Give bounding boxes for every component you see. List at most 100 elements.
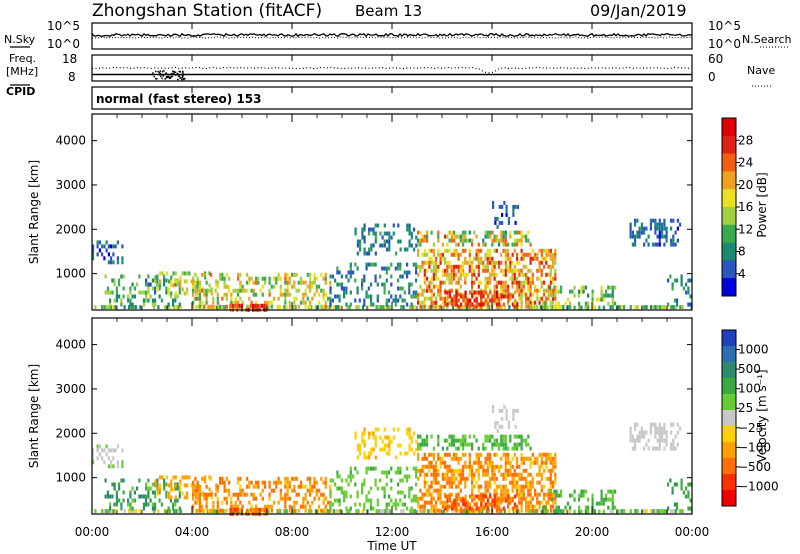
heatmap-cell <box>658 442 661 447</box>
heatmap-cell <box>417 452 420 457</box>
heatmap-cell <box>661 234 664 239</box>
heatmap-cell <box>531 300 534 305</box>
heatmap-cell <box>131 486 134 491</box>
heatmap-cell <box>522 234 525 239</box>
heatmap-cell <box>545 492 548 497</box>
heatmap-cell <box>512 208 515 213</box>
heatmap-cell <box>491 238 494 243</box>
heatmap-cell <box>672 238 675 243</box>
heatmap-cell <box>536 460 539 465</box>
heatmap-cell <box>165 286 168 291</box>
heatmap-cell <box>681 509 684 514</box>
heatmap-cell <box>552 252 555 257</box>
heatmap-cell <box>419 434 422 439</box>
heatmap-cell <box>315 492 318 497</box>
heatmap-cell <box>489 272 492 277</box>
heatmap-cell <box>304 292 307 297</box>
heatmap-cell <box>631 230 634 235</box>
heatmap-cell <box>363 451 366 456</box>
heatmap-cell <box>513 434 516 439</box>
heatmap-cell <box>543 288 546 293</box>
heatmap-cell <box>647 438 650 443</box>
heatmap-cell <box>687 302 690 307</box>
heatmap-cell <box>123 509 126 514</box>
heatmap-cell <box>273 500 276 505</box>
heatmap-cell <box>234 303 237 308</box>
heatmap-cell <box>228 488 231 493</box>
heatmap-cell <box>549 276 552 281</box>
heatmap-cell <box>435 272 438 277</box>
heatmap-cell <box>509 434 512 439</box>
heatmap-cell <box>611 509 614 514</box>
heatmap-cell <box>246 272 249 277</box>
heatmap-cell <box>388 451 391 456</box>
heatmap-cell <box>363 251 366 256</box>
heatmap-cell <box>517 305 520 310</box>
heatmap-cell <box>392 223 395 228</box>
heatmap-cell <box>482 260 485 265</box>
heatmap-cell <box>286 492 289 497</box>
heatmap-cell <box>502 272 505 277</box>
heatmap-cell <box>504 242 507 247</box>
heatmap-cell <box>277 480 280 485</box>
heatmap-cell <box>460 498 463 503</box>
heatmap-cell <box>554 460 557 465</box>
heatmap-cell <box>435 256 438 261</box>
heatmap-cell <box>115 502 118 507</box>
heatmap-cell <box>145 298 148 303</box>
heatmap-cell <box>293 500 296 505</box>
heatmap-cell <box>546 509 549 514</box>
heatmap-cell <box>528 305 531 310</box>
heatmap-cell <box>176 486 179 491</box>
heatmap-cell <box>682 286 685 291</box>
heatmap-cell <box>230 500 233 505</box>
heatmap-cell <box>673 482 676 487</box>
heatmap-cell <box>513 472 516 477</box>
heatmap-cell <box>411 509 414 514</box>
heatmap-cell <box>500 294 503 299</box>
heatmap-cell <box>545 500 548 505</box>
heatmap-cell <box>192 484 195 489</box>
heatmap-cell <box>408 490 411 495</box>
heatmap-cell <box>410 243 413 248</box>
heatmap-cell <box>658 238 661 243</box>
heatmap-cell <box>130 509 133 514</box>
heatmap-cell <box>320 272 323 277</box>
heatmap-cell <box>457 276 460 281</box>
heatmap-cell <box>658 438 661 443</box>
heatmap-cell <box>600 289 603 294</box>
heatmap-cell <box>480 494 483 499</box>
heatmap-cell <box>496 506 499 511</box>
heatmap-cell <box>554 276 557 281</box>
heatmap-cell <box>435 476 438 481</box>
heatmap-cell <box>261 507 264 512</box>
heatmap-cell <box>249 507 252 512</box>
heatmap-cell <box>516 280 519 285</box>
heatmap-cell <box>450 492 453 497</box>
heatmap-cell <box>192 492 195 497</box>
heatmap-cell <box>525 300 528 305</box>
heatmap-cell <box>201 508 204 513</box>
heatmap-cell <box>329 274 332 279</box>
heatmap-cell <box>379 447 382 452</box>
heatmap-cell <box>423 456 426 461</box>
heatmap-cell <box>114 509 117 514</box>
heatmap-cell <box>464 272 467 277</box>
freq-scatter-dot <box>168 77 171 79</box>
heatmap-cell <box>663 242 666 247</box>
heatmap-cell <box>504 452 507 457</box>
heatmap-cell <box>147 486 150 491</box>
heatmap-cell <box>492 408 495 413</box>
heatmap-cell <box>520 438 523 443</box>
heatmap-cell <box>435 296 438 301</box>
heatmap-cell <box>516 238 519 243</box>
heatmap-cell <box>408 227 411 232</box>
heatmap-cell <box>370 486 373 491</box>
heatmap-cell <box>611 505 614 510</box>
heatmap-cell <box>547 252 550 257</box>
heatmap-cell <box>518 292 521 297</box>
heatmap-cell <box>439 492 442 497</box>
heatmap-cell <box>192 280 195 285</box>
heatmap-cell <box>192 508 195 513</box>
heatmap-cell <box>142 302 145 307</box>
